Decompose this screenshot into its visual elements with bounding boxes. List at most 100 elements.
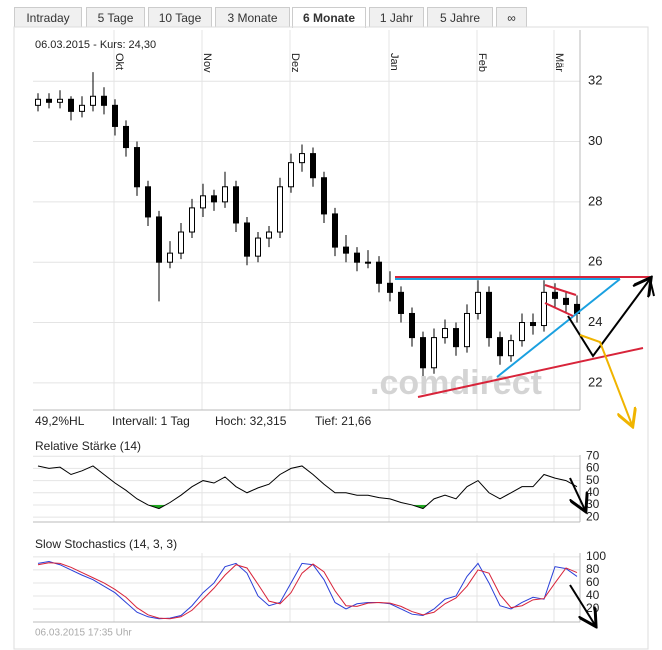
candle-body [299, 153, 305, 164]
candle-body [222, 186, 228, 203]
indicator-line [37, 465, 578, 510]
candle-body [387, 282, 393, 293]
y-tick-label: 40 [586, 485, 600, 499]
candle-body [134, 147, 140, 188]
candle-body [486, 291, 492, 339]
candle-body [46, 98, 52, 103]
header: 06.03.2015 - Kurs: 24,30 [35, 39, 156, 51]
candle-body [365, 261, 371, 264]
arrow [579, 334, 632, 425]
trend-line [496, 278, 621, 378]
candle-body [145, 186, 151, 218]
month-label: Jan [388, 53, 400, 71]
candle-body [90, 95, 96, 106]
arrow [567, 279, 650, 358]
wedge-line [544, 284, 577, 296]
candle-body [508, 340, 514, 357]
candle-body [420, 337, 426, 369]
candle-body [552, 291, 558, 299]
candle-body [332, 213, 338, 248]
candle-body [475, 291, 481, 314]
tab[interactable]: ∞ [496, 7, 527, 27]
tab[interactable]: 6 Monate [292, 7, 366, 28]
arrow [649, 278, 655, 297]
frame [13, 26, 649, 650]
month-label: Feb [476, 53, 488, 72]
candle-body [255, 237, 261, 257]
timestamp: 06.03.2015 17:35 Uhr [35, 628, 132, 639]
candle-body [200, 195, 206, 209]
candle-body [431, 337, 437, 369]
candle-body [266, 231, 272, 239]
candle-body [123, 125, 129, 149]
y-tick-label: 100 [586, 549, 606, 563]
y-tick-label: 32 [588, 73, 602, 88]
y-tick-label: 28 [588, 193, 602, 208]
candle-body [519, 322, 525, 342]
candle-body [101, 95, 107, 106]
tab[interactable]: Intraday [14, 7, 82, 27]
stat: Tief: 21,66 [315, 414, 372, 428]
candle-body [57, 98, 63, 103]
tab[interactable]: 1 Jahr [369, 7, 424, 27]
user-drawings [395, 277, 655, 625]
panel-title: Slow Stochastics (14, 3, 3) [35, 537, 177, 551]
candle-body [233, 186, 239, 224]
candle-body [409, 312, 415, 339]
month-label: Dez [289, 53, 301, 73]
candle-body [354, 252, 360, 263]
candle-body [178, 231, 184, 254]
y-tick-label: 26 [588, 254, 602, 269]
tab[interactable]: 5 Tage [86, 7, 145, 27]
candle-body [112, 104, 118, 127]
y-tick-label: 30 [588, 133, 602, 148]
y-tick-label: 60 [586, 575, 600, 589]
y-tick-label: 80 [586, 562, 600, 576]
y-tick-label: 50 [586, 473, 600, 487]
tab[interactable]: 5 Jahre [427, 7, 493, 27]
watermark: .comdirect [370, 364, 542, 402]
oversold-fill [38, 504, 577, 509]
candle-body [497, 337, 503, 357]
tab[interactable]: 3 Monate [215, 7, 290, 27]
wedge-line [544, 302, 574, 317]
y-tick-label: 70 [586, 448, 600, 462]
candle-body [277, 186, 283, 233]
tab[interactable]: 10 Tage [148, 7, 212, 27]
month-label: Mär [553, 53, 565, 72]
indicator-line [37, 562, 578, 620]
candle-body [530, 322, 536, 327]
candle-body [376, 261, 382, 284]
candle-body [442, 328, 448, 339]
y-tick-label: 60 [586, 461, 600, 475]
candle-body [167, 252, 173, 263]
candle-body [156, 216, 162, 263]
y-tick-label: 22 [588, 374, 602, 389]
candle-body [310, 153, 316, 179]
stat: 49,2%HL [35, 414, 85, 428]
candle-body [189, 207, 195, 233]
panels: Okt Nov Dez Jan Feb Mär2224262830322030405060… [33, 30, 606, 623]
arrow [569, 584, 595, 625]
candle-body [541, 291, 547, 327]
candle-body [563, 297, 569, 305]
y-tick-label: 20 [586, 509, 600, 523]
stat: Hoch: 32,315 [215, 414, 287, 428]
candle-body [68, 98, 74, 112]
candle-body [321, 177, 327, 215]
y-tick-label: 24 [588, 314, 602, 329]
candle-body [211, 195, 217, 203]
candle-body [343, 246, 349, 254]
month-label: Okt [113, 53, 125, 70]
panel-title: Relative Stärke (14) [35, 439, 141, 453]
candle-body [398, 291, 404, 314]
y-tick-label: 40 [586, 588, 600, 602]
candle-body [464, 312, 470, 348]
y-tick-label: 30 [586, 497, 600, 511]
candle-body [79, 104, 85, 112]
candle-body [244, 222, 250, 257]
arrow [569, 477, 585, 510]
stat: Intervall: 1 Tag [112, 414, 190, 428]
